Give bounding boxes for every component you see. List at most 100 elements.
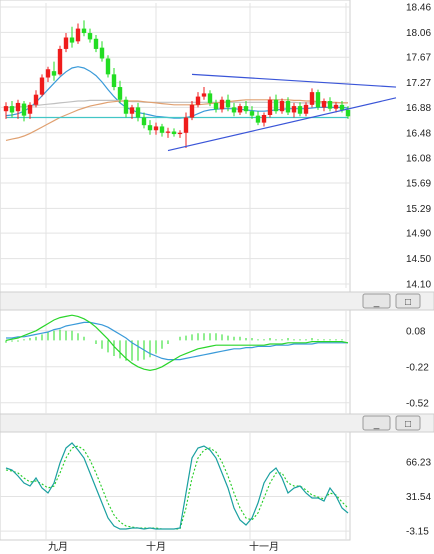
candle-body [297, 106, 303, 114]
candle-body [243, 106, 249, 112]
candle-body [255, 115, 261, 123]
y-tick-label: 16.88 [406, 103, 431, 114]
minimize-icon: _ [373, 419, 380, 430]
candle-body [285, 101, 291, 113]
candle-body [159, 126, 165, 133]
candle-body [327, 101, 333, 109]
y-tick-label: 17.67 [406, 53, 431, 64]
y-tick-label: 18.06 [406, 28, 431, 39]
candle-body [57, 48, 63, 75]
candle-body [129, 107, 135, 114]
kdj-panel-frame [0, 431, 351, 541]
maximize-icon: □ [405, 297, 411, 308]
x-label-november: 十一月 [249, 540, 279, 553]
y-tick-label: 31.54 [406, 492, 431, 503]
candle-body [249, 111, 255, 116]
candle-body [165, 131, 171, 133]
candle-body [9, 106, 15, 113]
y-tick-label: 14.90 [406, 229, 431, 240]
y-tick-label: -0.52 [406, 398, 429, 409]
y-tick-label: 17.27 [406, 78, 431, 89]
y-tick-label: 18.46 [406, 3, 431, 14]
candle-body [267, 99, 273, 116]
candle-body [171, 131, 177, 135]
candle-body [279, 101, 285, 112]
trendline [167, 97, 397, 152]
y-tick-label: 16.08 [406, 154, 431, 165]
y-tick-label: 16.48 [406, 128, 431, 139]
price-panel-frame [0, 0, 351, 293]
kdj-panel [5, 442, 349, 530]
candle-body [315, 92, 321, 108]
candle-body [237, 106, 243, 113]
trendline [191, 73, 397, 88]
maximize-icon: □ [405, 419, 411, 430]
minimize-icon: _ [373, 297, 380, 308]
candle-body [153, 126, 159, 131]
candle-body [117, 87, 123, 100]
candle-body [3, 106, 9, 112]
candle-body [273, 99, 279, 112]
candle-body [321, 101, 327, 108]
y-tick-label: 14.10 [406, 280, 431, 291]
y-axis-labels: 18.46 18.06 17.67 17.27 16.88 16.48 16.08 15.69… [406, 3, 431, 538]
candle-body [111, 74, 117, 88]
candle-body [69, 37, 75, 43]
candle-body [183, 117, 189, 133]
candle-body [339, 104, 345, 110]
candle-body [201, 93, 207, 97]
candle-body [33, 94, 39, 105]
y-tick-label: -3.15 [406, 527, 429, 538]
candle-body [87, 33, 93, 40]
price-panel [3, 20, 397, 152]
candle-body [195, 96, 201, 105]
macd-panel-frame [0, 309, 351, 415]
macd-panel [5, 314, 349, 372]
candle-body [177, 132, 183, 135]
y-tick-label: 66.23 [406, 457, 431, 468]
candle-body [27, 104, 33, 114]
moving-average-line [5, 99, 348, 141]
macd-dif-line [5, 314, 349, 372]
candle-body [333, 104, 339, 109]
candle-body [63, 37, 69, 49]
candle-body [93, 38, 99, 49]
candle-body [147, 125, 153, 131]
candle-body [51, 71, 57, 76]
candle-body [21, 103, 27, 116]
y-tick-label: 14.50 [406, 254, 431, 265]
candle-body [45, 69, 51, 78]
y-tick-label: -0.22 [406, 362, 429, 373]
candle-body [213, 102, 219, 110]
candle-body [309, 92, 315, 105]
y-tick-label: 0.08 [406, 326, 426, 337]
x-label-september: 九月 [48, 541, 68, 553]
x-label-october: 十月 [146, 540, 166, 553]
moving-average-line [5, 66, 349, 119]
candle-body [39, 77, 45, 95]
candle-body [99, 47, 105, 59]
candle-body [291, 106, 297, 113]
kdj-minimize-button[interactable]: _ [362, 415, 391, 431]
candle-body [345, 109, 351, 117]
candle-body [105, 58, 111, 75]
candle-body [189, 104, 195, 118]
candle-body [261, 115, 267, 123]
macd-minimize-button[interactable]: _ [362, 293, 391, 309]
candle-body [231, 107, 237, 113]
candle-body [219, 99, 225, 110]
macd-maximize-button[interactable]: □ [395, 293, 421, 309]
y-tick-label: 15.29 [406, 204, 431, 215]
kdj-k-line [5, 442, 349, 530]
candle-body [225, 99, 231, 108]
candle-body [15, 102, 21, 112]
moving-average-line [6, 99, 348, 109]
candle-body [123, 99, 129, 114]
candle-body [75, 28, 81, 42]
candle-body [141, 117, 147, 126]
macd-dea-line [6, 321, 348, 361]
candle-body [303, 104, 309, 114]
kdj-maximize-button[interactable]: □ [395, 415, 421, 431]
y-tick-label: 15.69 [406, 178, 431, 189]
